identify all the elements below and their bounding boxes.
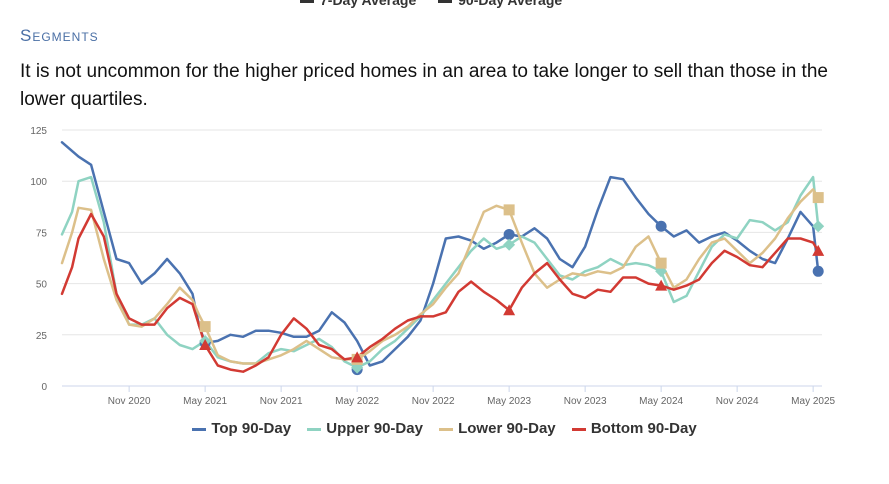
marker-lower-4 [812, 192, 824, 204]
legend-item-7day[interactable]: 7-Day Average [300, 0, 416, 8]
legend-swatch-top [192, 427, 207, 431]
legend-label-90day: 90-Day Average [458, 0, 563, 8]
legend-swatch-bottom [571, 427, 586, 431]
marker-lower-2 [503, 204, 515, 216]
x-tick-label-1: May 2021 [183, 396, 227, 407]
legend-item-top[interactable]: Top 90-Day [192, 420, 291, 437]
marker-lower-3 [655, 257, 667, 269]
legend-label-lower: Lower 90-Day [458, 420, 556, 437]
legend-item-90day[interactable]: 90-Day Average [438, 0, 562, 8]
y-tick-label-100: 100 [30, 177, 47, 188]
marker-top-3 [655, 220, 667, 232]
y-tick-label-75: 75 [36, 228, 48, 239]
marker-bottom-2 [503, 304, 516, 316]
series-line-top [60, 141, 820, 367]
series-line-upper [60, 175, 820, 369]
marker-top-4 [812, 265, 824, 277]
legend-item-lower[interactable]: Lower 90-Day [439, 420, 556, 437]
legend-label-7day: 7-Day Average [320, 0, 417, 8]
series-line-bottom [60, 212, 820, 373]
x-tick-label-9: May 2025 [791, 396, 835, 407]
x-tick-label-6: Nov 2023 [564, 396, 607, 407]
legend-item-upper[interactable]: Upper 90-Day [307, 420, 423, 437]
y-tick-label-0: 0 [41, 382, 47, 393]
x-tick-label-8: Nov 2024 [716, 396, 759, 407]
x-tick-label-4: Nov 2022 [412, 396, 455, 407]
marker-upper-4 [812, 220, 825, 233]
marker-upper-2 [503, 238, 516, 251]
section-heading: Segments [20, 26, 99, 45]
marker-bottom-1 [351, 351, 364, 363]
chart-legend: Top 90-Day Upper 90-Day Lower 90-Day Bot… [0, 420, 889, 437]
legend-item-bottom[interactable]: Bottom 90-Day [571, 420, 697, 437]
segments-line-chart: 0 25 50 75 100 125 Nov 2020 May 2021 Nov 2021 May… [30, 126, 835, 407]
y-tick-label-125: 125 [30, 126, 47, 137]
legend-swatch-7day [300, 0, 314, 3]
legend-label-upper: Upper 90-Day [326, 420, 423, 437]
series-line-lower [60, 188, 820, 365]
legend-swatch-upper [307, 427, 322, 431]
x-tick-label-0: Nov 2020 [108, 396, 151, 407]
legend-label-top: Top 90-Day [211, 420, 292, 437]
marker-bottom-4 [812, 244, 825, 256]
marker-lower-0 [199, 321, 211, 333]
x-tick-label-7: May 2024 [639, 396, 683, 407]
legend-swatch-90day [438, 0, 453, 3]
legend-label-bottom: Bottom 90-Day [590, 420, 697, 437]
previous-chart-legend: 7-Day Average 90-Day Average [300, 0, 580, 8]
section-description: It is not uncommon for the higher priced… [20, 61, 828, 110]
marker-bottom-3 [655, 279, 668, 291]
y-tick-label-50: 50 [36, 280, 48, 291]
marker-bottom-0 [199, 339, 212, 351]
marker-top-2 [503, 228, 515, 240]
legend-swatch-lower [439, 427, 454, 431]
x-tick-label-5: May 2023 [487, 396, 531, 407]
x-tick-label-2: Nov 2021 [260, 396, 303, 407]
y-tick-label-25: 25 [36, 331, 48, 342]
x-tick-label-3: May 2022 [335, 396, 379, 407]
